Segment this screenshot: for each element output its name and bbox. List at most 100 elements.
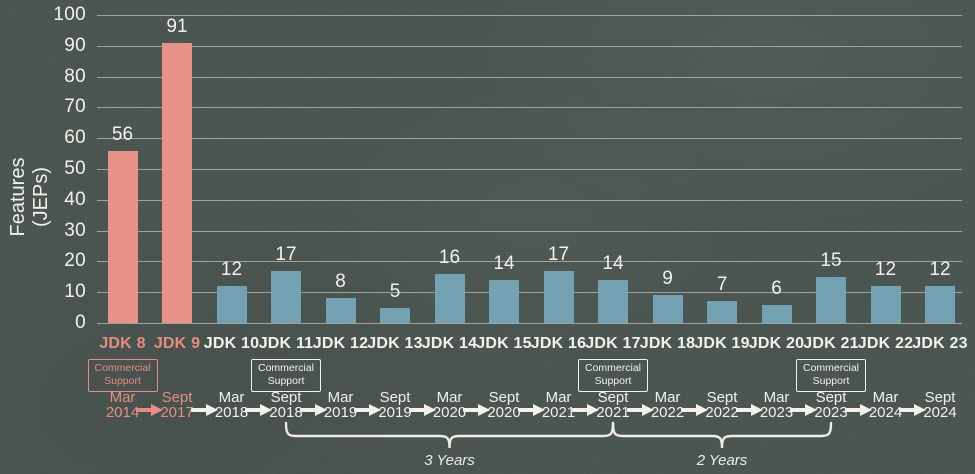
x-label-jdk-23: JDK 23 <box>912 335 968 352</box>
y-tick-70: 70 <box>64 96 86 118</box>
release-year: 2019 <box>378 403 412 421</box>
value-label-jdk-8: 56 <box>111 123 134 145</box>
release-month: Sept <box>161 389 193 406</box>
timeline-arrow-icon <box>354 404 382 416</box>
x-label-jdk-9: JDK 9 <box>153 335 201 352</box>
release-month: Mar <box>763 389 790 406</box>
arrow-shaft <box>245 408 263 412</box>
release-date-jdk-15: Sept 2020 <box>477 389 531 420</box>
release-date-jdk-14: Mar 2020 <box>423 390 477 421</box>
y-tick-50: 50 <box>64 158 86 179</box>
release-month: Mar <box>654 389 681 406</box>
x-label-jdk-22: JDK 22 <box>857 335 914 352</box>
release-year: 2021 <box>541 403 576 421</box>
release-date-jdk-22: Mar 2024 <box>859 390 913 421</box>
commercial-support-line2: Support <box>812 374 850 387</box>
arrow-shaft <box>517 408 535 412</box>
timeline-arrow-icon <box>626 404 654 416</box>
x-label-jdk-21: JDK 21 <box>803 335 859 352</box>
arrow-head <box>369 404 382 416</box>
release-month: Mar <box>218 389 245 406</box>
arrow-shaft <box>681 408 699 412</box>
arrow-head <box>151 404 164 416</box>
bar-jdk-14 <box>434 273 465 323</box>
value-label-jdk-22: 12 <box>874 259 897 281</box>
gridline-20 <box>97 261 962 263</box>
x-label-jdk-11: JDK 11 <box>258 335 314 352</box>
y-tick-40: 40 <box>64 188 86 210</box>
arrow-head <box>532 404 545 416</box>
bar-jdk-22 <box>870 286 901 323</box>
release-year: 2022 <box>650 403 685 421</box>
value-label-jdk-15: 14 <box>493 252 515 274</box>
gridline-70 <box>97 107 962 109</box>
arrow-shaft <box>299 408 317 412</box>
bar-jdk-10 <box>216 286 247 323</box>
release-date-jdk-8: Mar 2014 <box>96 390 150 420</box>
y-tick-90: 90 <box>64 34 86 56</box>
gridline-10 <box>97 292 962 294</box>
timeline-arrow-icon <box>844 404 872 416</box>
bar-jdk-21 <box>816 276 846 323</box>
arrow-shaft <box>463 408 481 412</box>
bar-jdk-8 <box>107 150 138 323</box>
commercial-support-line1: Commercial <box>802 362 859 374</box>
commercial-support-badge-jdk-21: Commercial Support <box>796 359 866 392</box>
gridline-80 <box>97 76 962 78</box>
release-date-jdk-11: Sept 2018 <box>259 390 313 421</box>
release-month: Mar <box>327 389 354 406</box>
gridline-50 <box>97 169 962 170</box>
arrow-head <box>260 404 273 416</box>
timeline-arrow-icon <box>299 404 327 416</box>
release-month: Mar <box>545 389 572 406</box>
bar-jdk-18 <box>652 295 683 323</box>
release-year: 2023 <box>814 403 848 421</box>
release-date-jdk-16: Mar 2021 <box>532 389 586 421</box>
arrow-shaft <box>190 408 208 412</box>
bar-jdk-12 <box>325 298 356 323</box>
y-tick-30: 30 <box>64 219 86 241</box>
arrow-head <box>423 404 436 416</box>
timeline-arrow-icon <box>190 404 218 416</box>
duration-bracket-2 <box>611 421 833 449</box>
gridline-0 <box>97 323 962 324</box>
value-label-jdk-18: 9 <box>662 268 673 290</box>
release-year: 2023 <box>759 403 794 421</box>
bar-jdk-9 <box>162 42 192 323</box>
release-month: Sept <box>815 389 847 406</box>
release-month: Sept <box>597 389 629 406</box>
timeline-arrow-icon <box>681 404 709 416</box>
release-month: Sept <box>924 389 956 406</box>
release-date-jdk-12: Mar 2019 <box>314 389 368 421</box>
y-tick-100: 100 <box>53 4 86 25</box>
bar-jdk-17 <box>598 279 628 323</box>
release-date-jdk-21: Sept 2023 <box>804 389 858 421</box>
value-label-jdk-16: 17 <box>547 243 570 265</box>
release-year: 2024 <box>868 403 903 421</box>
arrow-shaft <box>790 408 808 412</box>
x-label-jdk-18: JDK 18 <box>639 335 696 352</box>
commercial-support-line2: Support <box>267 374 305 387</box>
release-year: 2021 <box>596 403 630 421</box>
value-label-jdk-17: 14 <box>602 252 624 274</box>
arrow-head <box>205 404 218 416</box>
release-year: 2019 <box>323 403 358 421</box>
release-year: 2020 <box>432 403 467 421</box>
x-label-jdk-20: JDK 20 <box>748 335 805 352</box>
timeline-arrow-icon <box>408 404 436 416</box>
value-label-jdk-20: 6 <box>771 277 782 299</box>
x-label-jdk-12: JDK 12 <box>312 335 369 352</box>
value-label-jdk-11: 17 <box>275 243 297 265</box>
commercial-support-badge-jdk-8: Commercial Support <box>87 359 158 392</box>
release-date-jdk-10: Mar 2018 <box>205 389 259 420</box>
release-year: 2018 <box>269 403 303 421</box>
value-label-jdk-19: 7 <box>716 274 728 296</box>
x-label-jdk-8: JDK 8 <box>99 335 146 352</box>
x-label-jdk-13: JDK 13 <box>367 335 423 352</box>
release-date-jdk-18: Mar 2022 <box>641 389 695 421</box>
value-label-jdk-9: 91 <box>166 15 188 37</box>
release-date-jdk-19: Sept 2022 <box>695 390 749 420</box>
release-month: Sept <box>488 389 520 406</box>
arrow-shaft <box>735 408 753 412</box>
release-date-jdk-23: Sept 2024 <box>913 389 967 420</box>
